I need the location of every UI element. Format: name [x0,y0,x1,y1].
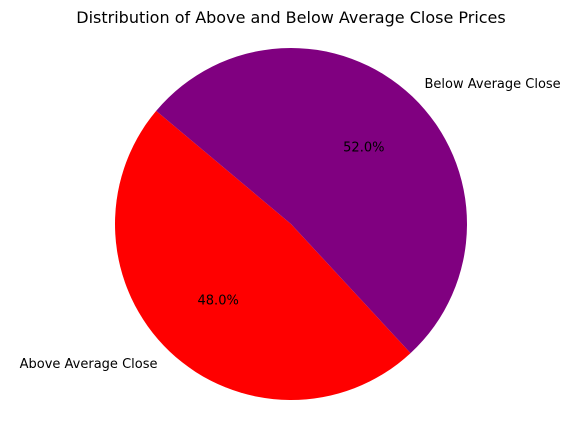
pie-slices [114,48,467,401]
slice-label-above-average-close: Above Average Close [20,357,158,372]
slice-label-below-average-close: Below Average Close [425,77,561,92]
pie-slice-below-average-close [156,48,467,354]
pie-slice-above-average-close [114,110,411,401]
chart-title: Distribution of Above and Below Average … [76,8,505,27]
percent-label-above-average-close: 48.0% [198,293,239,308]
percent-label-below-average-close: 52.0% [343,141,384,156]
pie-labels: Above Average Close 48.0% Below Average Cl… [20,77,561,372]
